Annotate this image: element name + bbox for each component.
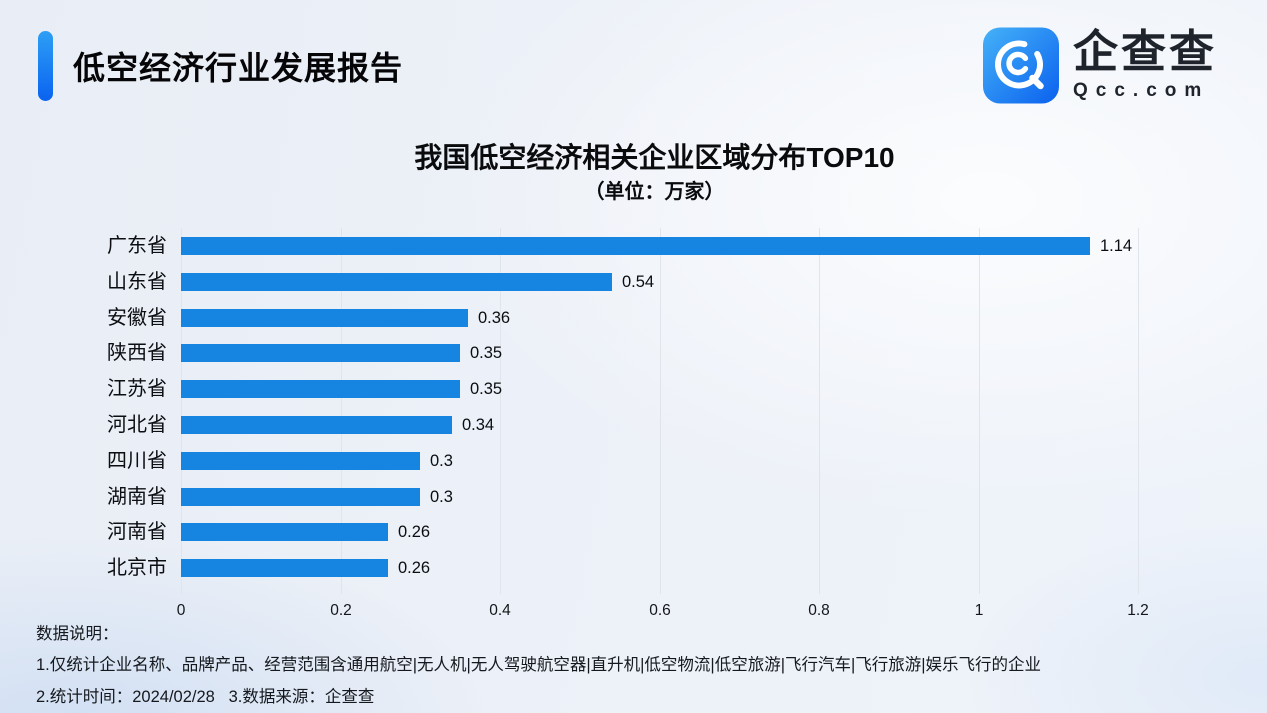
bar-5: [181, 380, 460, 399]
bar-10: [181, 559, 388, 578]
gridline-0.4: [500, 228, 501, 594]
value-label-1: 1.14: [1100, 237, 1133, 255]
footer-heading: 数据说明：: [36, 625, 119, 643]
category-label-7: 四川省: [107, 449, 167, 472]
gridline-0.8: [819, 228, 820, 594]
chart-subtitle: （单位：万家）: [584, 181, 725, 203]
value-label-8: 0.3: [430, 487, 453, 506]
bar-4: [181, 344, 460, 363]
bar-1: [181, 237, 1090, 255]
bar-9: [181, 523, 388, 542]
bar-2: [181, 272, 612, 291]
category-label-5: 江苏省: [107, 378, 167, 401]
qcc-logo-name: 企查查: [1073, 26, 1218, 77]
x-tick-label-0.6: 0.6: [649, 602, 671, 619]
category-label-2: 山东省: [107, 270, 167, 293]
qcc-logo: 企查查 Qcc.com: [983, 27, 1217, 109]
gridline-1: [979, 228, 980, 594]
qcc-logo-icon: [983, 27, 1059, 109]
title-accent-bar: [38, 31, 53, 101]
bar-8: [181, 487, 420, 506]
footer-note-2: 2.统计时间：2024/02/28 3.数据来源：企查查: [36, 688, 375, 706]
category-label-3: 安徽省: [107, 306, 167, 329]
chart-title: 我国低空经济相关企业区域分布TOP10: [414, 142, 895, 173]
gridline-0.2: [341, 228, 342, 594]
gridline-0.6: [660, 228, 661, 594]
value-label-7: 0.3: [430, 451, 453, 470]
qcc-logo-text: 企查查 Qcc.com: [1073, 27, 1217, 102]
x-tick-label-0.8: 0.8: [808, 602, 830, 619]
category-label-9: 河南省: [107, 521, 167, 544]
bar-7: [181, 451, 420, 470]
category-label-10: 北京市: [107, 557, 167, 580]
x-tick-label-1.2: 1.2: [1127, 602, 1149, 619]
category-label-4: 陕西省: [107, 342, 167, 365]
value-label-4: 0.35: [470, 344, 503, 363]
x-tick-label-1: 1: [974, 602, 984, 619]
value-label-6: 0.34: [462, 416, 495, 434]
report-title: 低空经济行业发展报告: [73, 50, 404, 86]
qcc-logo-domain: Qcc.com: [1073, 80, 1210, 101]
x-tick-label-0.2: 0.2: [330, 602, 352, 619]
category-label-8: 湖南省: [107, 485, 167, 508]
x-tick-label-0: 0: [176, 602, 186, 619]
x-tick-label-0.4: 0.4: [489, 602, 511, 619]
bar-3: [181, 308, 468, 327]
value-label-5: 0.35: [470, 380, 503, 399]
value-label-9: 0.26: [398, 523, 431, 542]
footer-note-1: 1.仅统计企业名称、品牌产品、经营范围含通用航空|无人机|无人驾驶航空器|直升机…: [36, 656, 1042, 674]
bar-6: [181, 416, 452, 434]
value-label-10: 0.26: [398, 559, 431, 578]
category-label-6: 河北省: [107, 414, 167, 436]
plot-area: 0 0.2 0.4 0.6 0.8 1 1.2 广东省 1.14 山东省 0.54 安徽省 0.36 陕西…: [107, 228, 1149, 619]
gridline-0: [181, 228, 182, 594]
value-label-3: 0.36: [478, 308, 511, 327]
gridline-1.2: [1138, 228, 1139, 594]
category-label-1: 广东省: [107, 235, 167, 257]
value-label-2: 0.54: [622, 272, 655, 291]
